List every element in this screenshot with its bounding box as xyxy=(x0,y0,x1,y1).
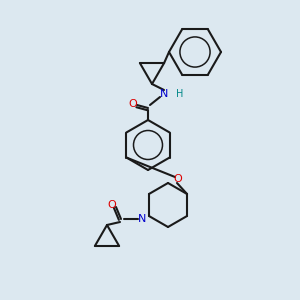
Text: N: N xyxy=(160,89,168,99)
Text: N: N xyxy=(138,214,146,224)
Text: H: H xyxy=(176,89,184,99)
Text: O: O xyxy=(129,99,137,109)
Text: O: O xyxy=(108,200,116,210)
Text: O: O xyxy=(174,174,182,184)
